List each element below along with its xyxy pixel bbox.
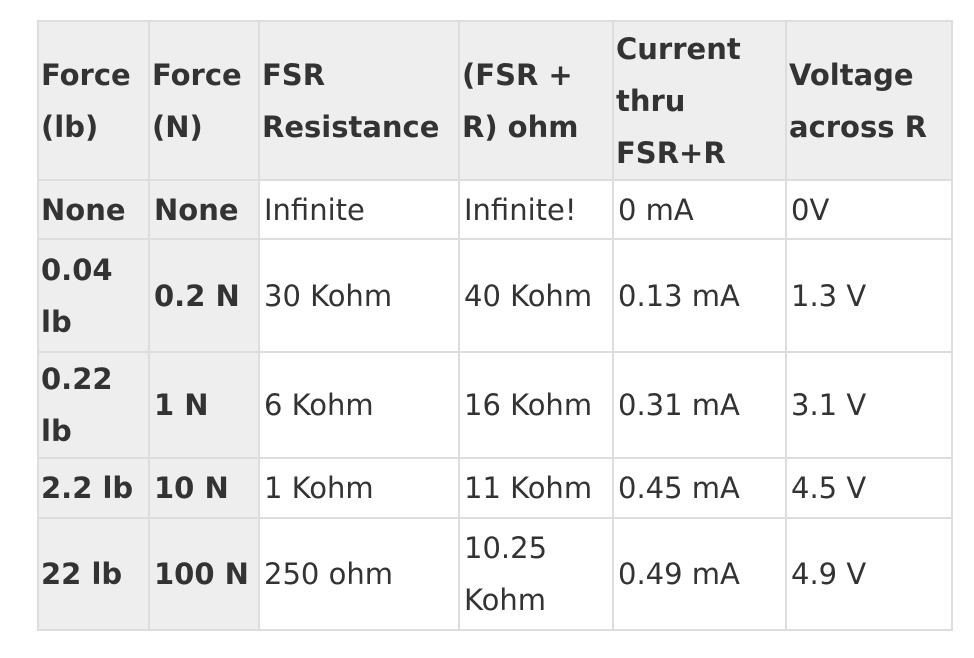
header-cell-voltage: Voltage across R: [785, 20, 953, 181]
cell-voltage: 0V: [785, 179, 953, 240]
cell-force-lb: None: [37, 179, 150, 240]
cell-current: 0.13 mA: [612, 238, 787, 353]
cell-fsr-plus-r: Infinite!: [458, 179, 614, 240]
cell-voltage: 4.9 V: [785, 517, 953, 631]
cell-fsr-resistance: 30 Kohm: [258, 238, 460, 353]
cell-current: 0.45 mA: [612, 457, 787, 519]
cell-voltage: 4.5 V: [785, 457, 953, 519]
cell-current: 0.31 mA: [612, 351, 787, 459]
cell-force-n: 1 N: [148, 351, 260, 459]
cell-fsr-plus-r: 40 Kohm: [458, 238, 614, 353]
table-header-row: Force (lb) Force (N) FSR Resistance (FSR…: [37, 20, 953, 181]
cell-fsr-plus-r: 10.25 Kohm: [458, 517, 614, 631]
cell-force-lb: 0.22 lb: [37, 351, 150, 459]
cell-current: 0.49 mA: [612, 517, 787, 631]
cell-force-n: 0.2 N: [148, 238, 260, 353]
cell-voltage: 3.1 V: [785, 351, 953, 459]
header-cell-fsr-plus-r: (FSR + R) ohm: [458, 20, 614, 181]
header-cell-force-lb: Force (lb): [37, 20, 150, 181]
cell-fsr-resistance: 250 ohm: [258, 517, 460, 631]
cell-fsr-resistance: Infinite: [258, 179, 460, 240]
cell-fsr-resistance: 6 Kohm: [258, 351, 460, 459]
cell-force-lb: 2.2 lb: [37, 457, 150, 519]
cell-fsr-resistance: 1 Kohm: [258, 457, 460, 519]
cell-voltage: 1.3 V: [785, 238, 953, 353]
cell-fsr-plus-r: 11 Kohm: [458, 457, 614, 519]
table-row: None None Infinite Infinite! 0 mA 0V: [37, 179, 953, 240]
table-row: 22 lb 100 N 250 ohm 10.25 Kohm 0.49 mA 4…: [37, 517, 953, 631]
header-cell-fsr-resistance: FSR Resistance: [258, 20, 460, 181]
cell-force-lb: 0.04 lb: [37, 238, 150, 353]
table-row: 0.22 lb 1 N 6 Kohm 16 Kohm 0.31 mA 3.1 V: [37, 351, 953, 459]
fsr-table: Force (lb) Force (N) FSR Resistance (FSR…: [37, 20, 953, 631]
cell-force-n: None: [148, 179, 260, 240]
cell-force-n: 100 N: [148, 517, 260, 631]
header-cell-current: Current thru FSR+R: [612, 20, 787, 181]
table-row: 0.04 lb 0.2 N 30 Kohm 40 Kohm 0.13 mA 1.…: [37, 238, 953, 353]
cell-fsr-plus-r: 16 Kohm: [458, 351, 614, 459]
cell-current: 0 mA: [612, 179, 787, 240]
cell-force-lb: 22 lb: [37, 517, 150, 631]
cell-force-n: 10 N: [148, 457, 260, 519]
header-cell-force-n: Force (N): [148, 20, 260, 181]
table-row: 2.2 lb 10 N 1 Kohm 11 Kohm 0.45 mA 4.5 V: [37, 457, 953, 519]
